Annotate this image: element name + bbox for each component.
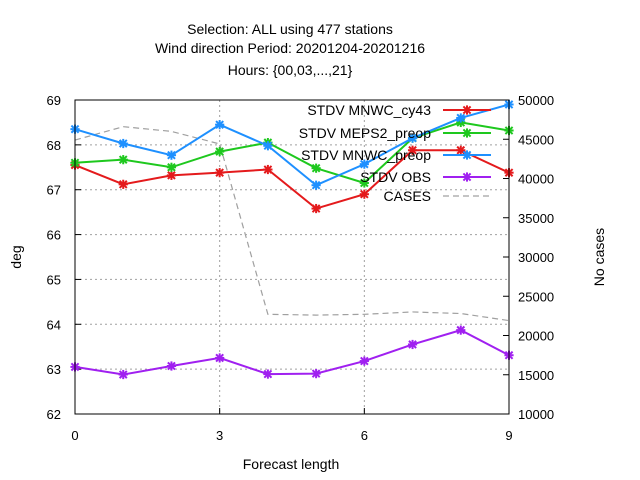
- y-axis-label: deg: [8, 245, 24, 268]
- data-point: [166, 150, 177, 160]
- y-tick-label: 66: [47, 228, 61, 243]
- y2-axis-label: No cases: [591, 228, 607, 286]
- legend-label: STDV MNWC_cy43: [307, 102, 431, 118]
- data-point: [263, 164, 273, 175]
- data-point: [407, 133, 418, 143]
- data-point: [118, 138, 128, 149]
- chart-title-line-3: Hours: {00,03,...,21}: [228, 62, 353, 78]
- data-point: [407, 339, 418, 350]
- y2-tick-label: 50000: [518, 93, 554, 108]
- y2-tick-label: 40000: [518, 172, 554, 187]
- data-point: [311, 163, 321, 173]
- legend-swatch-marker: [462, 105, 472, 115]
- data-point: [215, 120, 225, 130]
- data-point: [311, 369, 321, 379]
- legend-label: STDV MNWC_preop: [301, 147, 431, 163]
- x-tick-label: 3: [216, 428, 223, 443]
- series-cases: [74, 126, 510, 322]
- y2-tick-label: 15000: [518, 368, 554, 383]
- x-tick-label: 6: [361, 428, 368, 443]
- y-tick-label: 64: [47, 317, 61, 332]
- y2-tick-label: 45000: [518, 132, 554, 147]
- chart-title-line-2: Wind direction Period: 20201204-20201216: [155, 40, 425, 56]
- data-point: [456, 325, 466, 335]
- data-point: [118, 155, 128, 165]
- legend-swatch-marker: [462, 150, 472, 160]
- legend-entry: STDV MNWC_preop: [301, 147, 491, 163]
- data-point: [456, 145, 466, 155]
- x-tick-label: 9: [505, 428, 512, 443]
- series-line: [74, 121, 510, 185]
- y-tick-label: 68: [47, 138, 61, 153]
- series-stdv-obs: [70, 325, 514, 380]
- data-point: [263, 369, 273, 379]
- legend-label: STDV MEPS2_preop: [299, 125, 431, 141]
- legend-label: STDV OBS: [360, 169, 431, 185]
- legend-swatch-marker: [462, 128, 472, 138]
- y-tick-label: 63: [47, 362, 61, 377]
- y2-tick-label: 35000: [518, 211, 554, 226]
- data-point: [311, 180, 321, 190]
- series-layer: [70, 99, 514, 380]
- legend-label: CASES: [384, 188, 431, 204]
- data-point: [215, 168, 225, 178]
- data-point: [359, 159, 369, 169]
- y2-tick-label: 10000: [518, 407, 554, 422]
- y2-tick-label: 30000: [518, 250, 554, 265]
- series-line: [74, 126, 510, 322]
- data-point: [359, 356, 369, 366]
- y-tick-label: 67: [47, 183, 61, 198]
- data-point: [456, 113, 466, 123]
- legend-entry: STDV MNWC_cy43: [307, 102, 491, 118]
- legend-entry: STDV OBS: [360, 169, 491, 185]
- series-stdv-mnwc-preop: [70, 99, 514, 190]
- data-point: [166, 361, 177, 371]
- data-point: [359, 178, 369, 188]
- data-point: [118, 369, 128, 380]
- y-tick-label: 62: [47, 407, 61, 422]
- y-tick-label: 69: [47, 93, 61, 108]
- data-point: [215, 353, 225, 363]
- y2-tick-label: 20000: [518, 329, 554, 344]
- data-point: [166, 162, 177, 172]
- data-point: [407, 145, 418, 155]
- chart-title-line-1: Selection: ALL using 477 stations: [187, 21, 393, 37]
- data-point: [166, 170, 177, 180]
- data-point: [118, 179, 128, 189]
- data-point: [311, 203, 321, 214]
- data-point: [263, 141, 273, 151]
- x-axis-label: Forecast length: [243, 456, 340, 472]
- y2-tick-label: 25000: [518, 289, 554, 304]
- plot-frame: [74, 99, 510, 415]
- axis-ticks: 6263646566676869100001500020000250003000…: [47, 93, 555, 443]
- series-line: [74, 103, 510, 187]
- series-line: [74, 329, 510, 376]
- legend-entry: CASES: [384, 188, 491, 204]
- data-point: [359, 189, 369, 199]
- legend-swatch-marker: [462, 172, 472, 182]
- series-stdv-mnwc-cy43: [70, 145, 514, 214]
- x-tick-label: 0: [71, 428, 78, 443]
- y-tick-label: 65: [47, 272, 61, 287]
- data-point: [215, 146, 225, 157]
- series-line: [74, 149, 510, 210]
- legend: STDV MNWC_cy43 STDV MEPS2_preop STDV MNWC_…: [299, 102, 491, 204]
- legend-entry: STDV MEPS2_preop: [299, 125, 491, 141]
